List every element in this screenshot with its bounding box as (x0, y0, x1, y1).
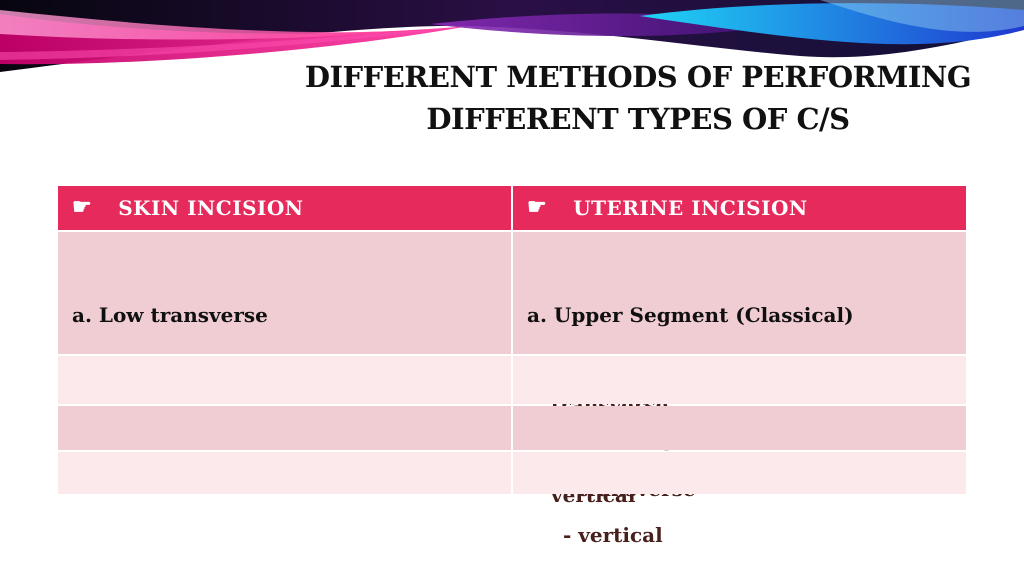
title-line-2: DIFFERENT TYPES OF C/S (426, 102, 850, 136)
cell-text: a. Upper Segment (Classical) (527, 303, 854, 327)
cell-skin-low-transverse: a. Low transverse (58, 232, 511, 354)
table-header-skin-incision: ☛ SKIN INCISION (58, 186, 511, 230)
incision-table: ☛ SKIN INCISION ☛ UTERINE INCISION a. Lo… (58, 186, 966, 547)
cell-uterine-lower-transverse: - transverse (513, 406, 966, 501)
pointer-hand-icon: ☛ (72, 194, 93, 220)
cell-text: a. Low transverse (72, 303, 268, 327)
cell-empty (58, 406, 511, 450)
slide-title: DIFFERENT METHODS OF PERFORMING DIFFEREN… (268, 56, 1008, 140)
cell-skin-midline: b. Midline (58, 356, 511, 451)
header-label-uterine: UTERINE INCISION (573, 196, 808, 220)
decorative-banner (0, 0, 1024, 72)
title-line-1: DIFFERENT METHODS OF PERFORMING (304, 60, 972, 94)
cell-empty (58, 452, 511, 494)
table-header-uterine-incision: ☛ UTERINE INCISION (513, 186, 966, 230)
pointer-hand-icon: ☛ (527, 194, 548, 220)
cell-text: - vertical (563, 523, 663, 547)
header-label-skin: SKIN INCISION (118, 196, 304, 220)
cell-uterine-upper-segment: a. Upper Segment (Classical) transverse … (513, 232, 966, 507)
cell-uterine-lower-segment: b. Lower segment (513, 356, 966, 451)
cell-uterine-lower-vertical: - vertical (513, 452, 966, 547)
